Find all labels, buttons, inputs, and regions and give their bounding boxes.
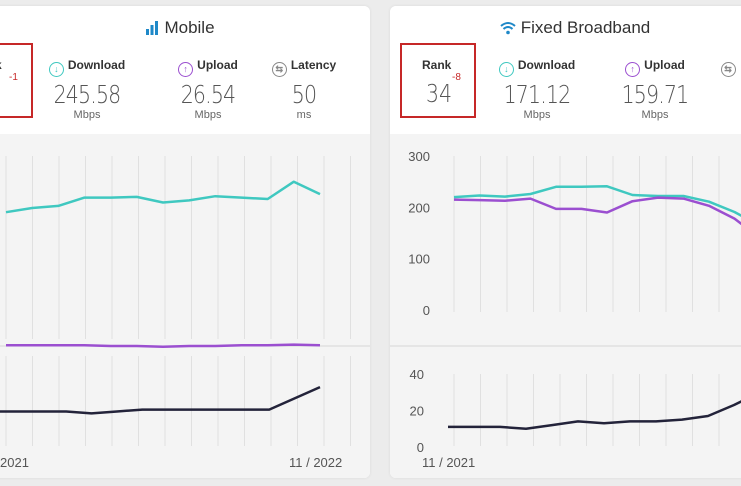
fixed-rank-label: Rank	[422, 58, 452, 72]
fixed-x-label-start: 11 / 2021	[422, 455, 475, 470]
mobile-download-label: Download	[67, 58, 126, 72]
mobile-gridlines	[5, 156, 351, 446]
fixed-speed-download-line	[453, 185, 741, 217]
fixed-rank-line	[448, 400, 741, 431]
fixed-rank-value: 34	[426, 79, 453, 108]
wifi-icon	[500, 22, 516, 35]
mobile-speed-download-line	[5, 180, 321, 214]
fixed-upload-label: Upload	[644, 58, 685, 72]
mobile-rank-change: -1	[9, 72, 18, 83]
fixed-download-value: 171.12	[503, 80, 572, 109]
fixed-download-metric: ↓ Download 171.12 Mbps	[482, 58, 592, 121]
mobile-latency-value: 50	[291, 80, 317, 109]
fixed-y-ticks: 0 100 200 300 0 20 40	[408, 149, 430, 455]
mobile-title: Mobile	[0, 18, 370, 38]
fixed-title-text: Fixed Broadband	[520, 18, 651, 37]
fixed-speed-y-tick-label: 100	[408, 252, 430, 267]
fixed-speed-y-tick-label: 300	[408, 149, 430, 164]
upload-arrow-icon: ↑	[625, 62, 641, 77]
fixed-rank-y-tick-label: 0	[417, 440, 424, 455]
mobile-upload-metric: ↑ Upload 26.54 Mbps	[153, 58, 263, 121]
mobile-download-unit: Mbps	[73, 109, 101, 121]
fixed-latency-metric: ⇆	[720, 58, 740, 77]
fixed-speed-upload-line	[453, 196, 741, 226]
mobile-title-text: Mobile	[164, 18, 215, 37]
mobile-x-label-start: 2021	[0, 455, 29, 470]
fixed-download-unit: Mbps	[523, 109, 551, 121]
mobile-speed-upload-line	[6, 343, 321, 348]
mobile-latency-metric: ⇆ Latency 50 ms	[249, 58, 359, 121]
mobile-rank-label: k	[0, 58, 2, 72]
upload-arrow-icon: ↑	[178, 62, 194, 77]
fixed-rank-rank-line	[448, 400, 741, 431]
mobile-charts: 2021 11 / 2022	[0, 156, 370, 470]
fixed-charts: 0 100 200 300 0 20 40 11 / 2021	[390, 149, 741, 470]
mobile-speed-lines	[5, 180, 321, 348]
mobile-x-label-end: 11 / 2022	[289, 455, 342, 470]
mobile-rank-line	[0, 385, 321, 415]
fixed-title: Fixed Broadband	[390, 18, 741, 38]
fixed-speed-y-tick-label: 200	[408, 200, 430, 215]
fixed-plot-area: 0 100 200 300 0 20 40 11 / 2021	[390, 134, 741, 478]
mobile-download-metric: ↓ Download 245.58 Mbps	[32, 58, 142, 121]
fixed-speed-lines	[453, 185, 741, 226]
mobile-upload-unit: Mbps	[194, 109, 222, 121]
latency-arrows-icon: ⇆	[720, 62, 736, 77]
download-arrow-icon: ↓	[498, 62, 514, 77]
fixed-rank-box	[400, 43, 476, 118]
mobile-latency-unit: ms	[296, 109, 312, 121]
mobile-plot-area: 2021 11 / 2022	[0, 134, 370, 478]
fixed-upload-metric: ↑ Upload 159.71 Mbps	[600, 58, 710, 121]
mobile-header: Mobile k -1 ↓Download 245.58 Mbps ↑Uploa…	[0, 6, 370, 128]
fixed-broadband-panel: Fixed Broadband Rank 34 -8 ↓ Download 171…	[390, 6, 741, 478]
mobile-download-value: 245.58	[53, 80, 122, 109]
mobile-latency-label: Latency	[290, 58, 337, 72]
fixed-speed-y-tick-label: 0	[423, 303, 430, 318]
latency-arrows-icon: ⇆	[271, 62, 287, 77]
fixed-upload-unit: Mbps	[641, 109, 669, 121]
fixed-gridlines	[453, 156, 720, 446]
download-arrow-icon: ↓	[48, 62, 64, 77]
mobile-upload-value: 26.54	[180, 80, 236, 109]
fixed-rank-y-tick-label: 20	[410, 404, 424, 419]
fixed-rank-y-tick-label: 40	[410, 367, 424, 382]
mobile-panel: Mobile k -1 ↓Download 245.58 Mbps ↑Uploa…	[0, 6, 370, 478]
mobile-rank-box	[0, 43, 33, 118]
fixed-header: Fixed Broadband Rank 34 -8 ↓ Download 171…	[390, 6, 741, 128]
mobile-upload-label: Upload	[197, 58, 238, 72]
signal-bars-icon	[146, 21, 159, 35]
fixed-upload-value: 159.71	[621, 80, 690, 109]
fixed-rank-change: -8	[452, 72, 461, 83]
mobile-rank-rank-line	[0, 385, 321, 415]
fixed-download-label: Download	[517, 58, 576, 72]
